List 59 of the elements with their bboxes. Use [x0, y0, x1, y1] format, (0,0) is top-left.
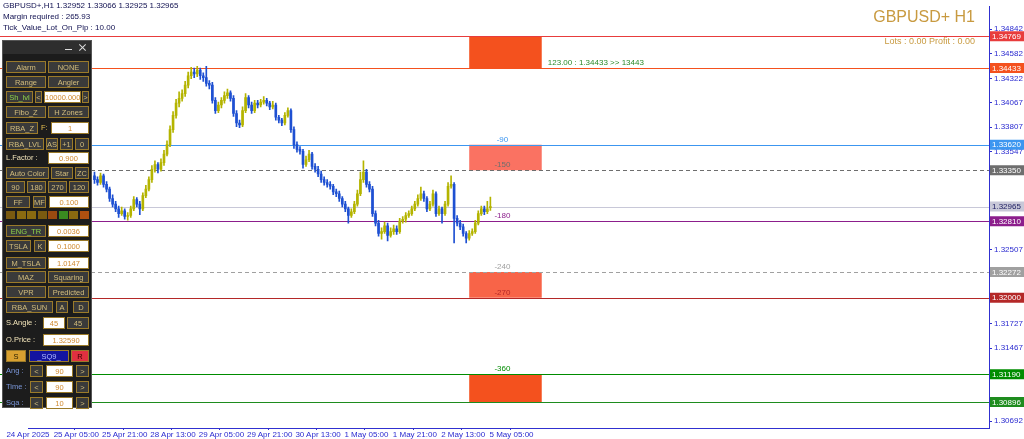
x-tick-label: 25 Apr 21:00: [102, 430, 148, 439]
x-tick-label: 30 Apr 13:00: [295, 430, 342, 439]
x-tick-label: 1 May 21:00: [392, 430, 438, 439]
candlestick: [223, 91, 226, 104]
ref-line-label: 1.30896: [992, 397, 1022, 407]
annotation: GBPUSD+,H1 1.32952 1.33066 1.32925 1.32965: [3, 1, 179, 10]
ref-line-label: 1.32000: [992, 293, 1022, 303]
ref-line-label: 1.32272: [992, 267, 1022, 277]
candlestick: [259, 99, 263, 108]
x-tick-label: 2 May 13:00: [441, 430, 486, 439]
ref-line-label: 1.31190: [992, 369, 1021, 379]
candlestick: [117, 205, 120, 218]
ref-line-label: 1.32810: [992, 216, 1022, 226]
y-tick-label: 1.34322: [994, 73, 1024, 83]
chart-title: GBPUSD+ H1: [873, 8, 975, 26]
ref-line-label: 1.33620: [992, 140, 1022, 150]
y-tick-label: 1.33807: [994, 122, 1024, 132]
candlestick: [486, 201, 489, 214]
y-tick-label: 1.31467: [994, 343, 1024, 353]
y-tick-label: 1.30692: [994, 416, 1024, 426]
candlestick: [93, 171, 96, 184]
ref-line-label: 1.33350: [992, 165, 1022, 175]
candlestick: [253, 99, 256, 113]
x-tick-label: 28 Apr 13:00: [150, 430, 197, 439]
ref-line-label: 1.34433: [992, 63, 1022, 73]
candlestick: [96, 176, 99, 186]
y-tick-label: 1.34842: [994, 24, 1024, 34]
x-tick-label: 24 Apr 2025: [6, 430, 51, 439]
annotation: Tick_Value_Lot_On_Pip : 10.00: [3, 23, 116, 32]
y-tick-label: 1.34067: [994, 97, 1024, 107]
x-tick-label: 29 Apr 21:00: [247, 430, 293, 439]
candlestick: [99, 172, 102, 185]
x-tick-label: 1 May 05:00: [344, 430, 390, 439]
annotation: Margin required : 265.93: [3, 12, 91, 21]
annotation: -240: [494, 262, 512, 272]
y-tick-label: 1.32507: [994, 245, 1024, 254]
candlestick: [217, 101, 220, 113]
candlestick: [395, 225, 399, 235]
y-tick-label: 1.34582: [994, 49, 1024, 59]
annotation: -150: [494, 160, 512, 170]
candlestick: [365, 168, 368, 188]
annotation: -90: [496, 134, 509, 144]
annotation: 123.00 : 1.34433 >> 13443: [547, 58, 645, 68]
text: Lots : 0.00 Profit : 0.00: [884, 36, 975, 46]
candlestick: [226, 88, 229, 99]
y-tick-label: 1.31727: [994, 318, 1024, 328]
candlestick: [389, 227, 392, 238]
candlestick: [120, 206, 124, 216]
candlestick: [489, 196, 492, 211]
candlestick: [386, 222, 389, 242]
ref-line-label: 1.34769: [992, 31, 1022, 41]
candlestick: [392, 224, 395, 235]
x-tick-label: 29 Apr 05:00: [198, 430, 245, 439]
annotation: -360: [494, 364, 512, 374]
candlestick: [102, 173, 105, 188]
ref-line-label: 1.32965: [992, 202, 1022, 212]
annotation: -180: [494, 211, 512, 221]
x-tick-label: 25 Apr 05:00: [53, 430, 100, 439]
x-tick-label: 5 May 05:00: [489, 430, 535, 439]
